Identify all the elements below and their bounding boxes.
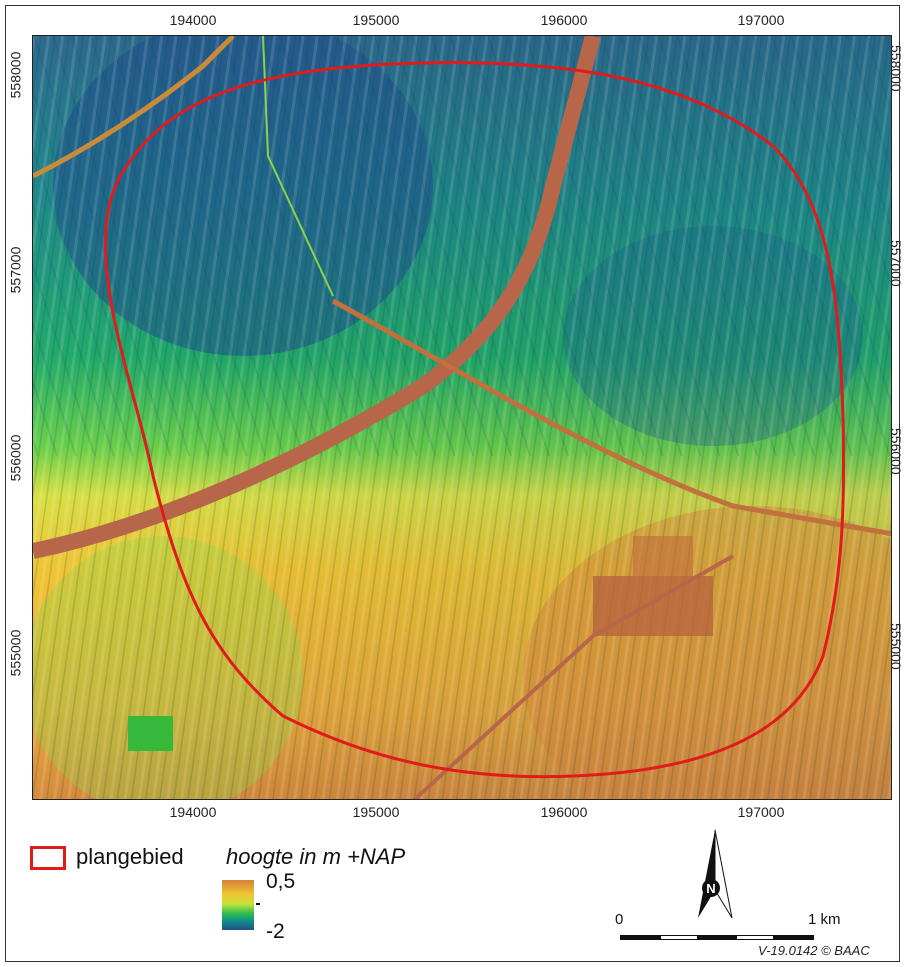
y-tick-left: 558000 bbox=[0, 45, 30, 105]
dike-northwest bbox=[33, 36, 235, 179]
ditch bbox=[262, 36, 334, 297]
dike-road bbox=[331, 298, 891, 537]
field-parcels-north bbox=[33, 36, 891, 456]
plangebied-swatch bbox=[30, 846, 66, 870]
x-tick-bottom: 195000 bbox=[352, 804, 400, 820]
map-credit: V-19.0142 © BAAC bbox=[758, 943, 870, 958]
x-tick-bottom: 197000 bbox=[737, 804, 785, 820]
plangebied-label: plangebied bbox=[76, 844, 184, 869]
secondary-road bbox=[412, 554, 734, 799]
y-tick-left-label: 555000 bbox=[7, 629, 23, 677]
scale-segment bbox=[620, 935, 660, 940]
x-tick-top: 194000 bbox=[169, 12, 217, 28]
x-tick-bottom: 194000 bbox=[169, 804, 217, 820]
scale-zero-label: 0 bbox=[615, 911, 624, 928]
pond bbox=[128, 716, 173, 751]
y-tick-left-label: 558000 bbox=[7, 51, 23, 99]
scale-segment bbox=[736, 935, 774, 940]
north-label: N bbox=[706, 881, 715, 896]
x-tick-bottom: 196000 bbox=[540, 804, 588, 820]
ramp-mid-tick bbox=[256, 903, 260, 905]
village-north bbox=[633, 536, 693, 576]
scale-segment bbox=[660, 935, 698, 940]
x-tick-top: 197000 bbox=[737, 12, 785, 28]
y-tick-left: 556000 bbox=[0, 428, 30, 488]
elevation-color-ramp bbox=[222, 880, 254, 930]
map-frame bbox=[5, 5, 900, 962]
north-arrow-icon: N bbox=[698, 829, 733, 919]
scale-segment bbox=[774, 935, 814, 940]
elevation-map-canvas bbox=[33, 36, 891, 799]
x-tick-top: 196000 bbox=[540, 12, 588, 28]
motorway bbox=[33, 36, 601, 559]
x-tick-top: 195000 bbox=[352, 12, 400, 28]
scale-end-label: 1 km bbox=[808, 911, 841, 928]
y-tick-left-label: 556000 bbox=[7, 434, 23, 482]
y-tick-left-label: 557000 bbox=[7, 246, 23, 294]
plangebied-boundary bbox=[103, 61, 846, 779]
ramp-min-label: -2 bbox=[266, 920, 285, 943]
scale-segment bbox=[698, 935, 736, 940]
ramp-max-label: 0,5 bbox=[266, 870, 296, 893]
north-arrow: N bbox=[690, 828, 740, 923]
elevation-map[interactable] bbox=[32, 35, 892, 800]
y-tick-left: 557000 bbox=[0, 240, 30, 300]
height-legend-title: hoogte in m +NAP bbox=[226, 844, 406, 869]
y-tick-left: 555000 bbox=[0, 623, 30, 683]
